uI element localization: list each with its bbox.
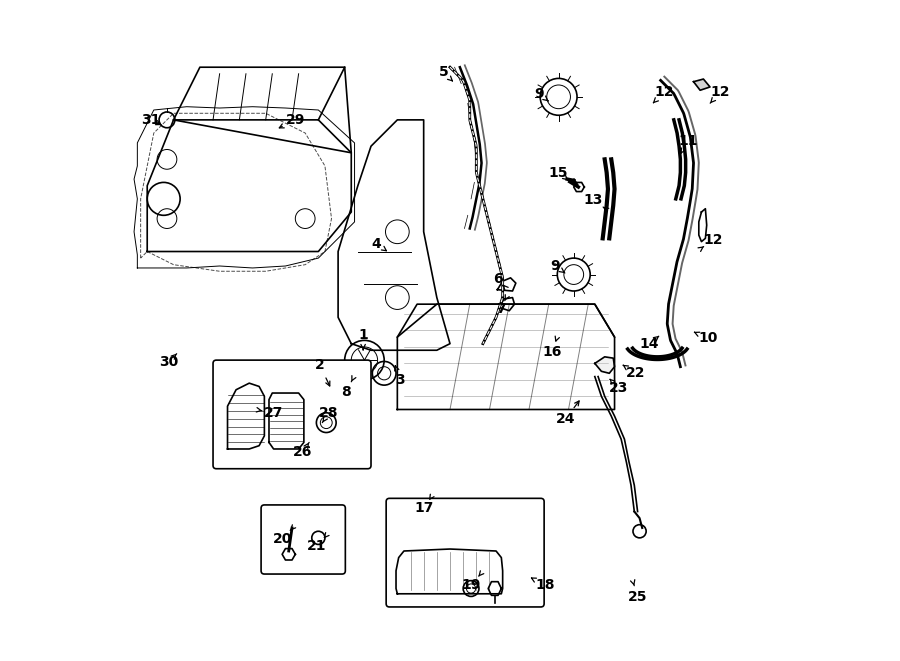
Polygon shape (595, 357, 615, 373)
Text: 30: 30 (158, 355, 178, 369)
Text: 24: 24 (555, 412, 575, 426)
Text: 9: 9 (534, 87, 544, 100)
Text: 5: 5 (438, 65, 448, 79)
FancyBboxPatch shape (261, 505, 346, 574)
Text: 7: 7 (496, 302, 506, 316)
Text: 10: 10 (698, 331, 717, 346)
Text: 15: 15 (549, 165, 569, 180)
Text: 18: 18 (535, 578, 554, 592)
Text: 3: 3 (395, 373, 405, 387)
Text: 16: 16 (543, 344, 562, 358)
Text: 6: 6 (493, 272, 503, 286)
Text: 11: 11 (679, 134, 698, 148)
Text: 8: 8 (341, 385, 351, 399)
Text: 25: 25 (628, 590, 647, 604)
Text: 12: 12 (710, 85, 730, 99)
FancyBboxPatch shape (386, 498, 544, 607)
Text: 26: 26 (292, 446, 312, 459)
Text: 23: 23 (608, 381, 628, 395)
Text: 13: 13 (584, 193, 603, 207)
Text: 22: 22 (626, 366, 645, 380)
Text: 14: 14 (640, 336, 659, 351)
Text: 27: 27 (264, 406, 284, 420)
Text: 1: 1 (358, 328, 368, 342)
Text: 4: 4 (372, 237, 382, 251)
Text: 21: 21 (307, 539, 327, 553)
Text: 31: 31 (140, 113, 160, 127)
Text: 29: 29 (285, 113, 305, 127)
Text: 19: 19 (462, 578, 481, 592)
Text: 12: 12 (654, 85, 674, 99)
Polygon shape (694, 79, 710, 91)
Text: 28: 28 (320, 406, 338, 420)
FancyBboxPatch shape (213, 360, 371, 469)
Text: 20: 20 (273, 532, 292, 546)
Text: 2: 2 (315, 358, 325, 371)
Text: 12: 12 (704, 233, 723, 247)
Text: 9: 9 (551, 259, 560, 273)
Text: 17: 17 (414, 501, 434, 515)
